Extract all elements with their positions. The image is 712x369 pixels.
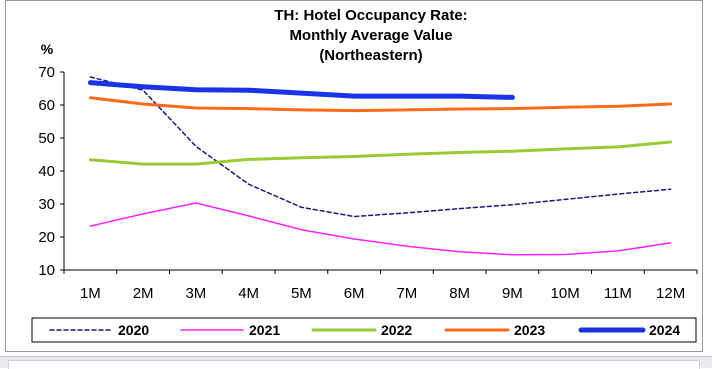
x-tick-label: 6M — [344, 285, 365, 302]
legend-label-2021: 2021 — [249, 322, 280, 338]
legend-label-2020: 2020 — [118, 322, 149, 338]
bottom-panel-inner — [8, 360, 700, 369]
series-line-2021 — [89, 202, 672, 256]
chart-axes — [63, 72, 697, 271]
x-axis-ticks: 1M 2M 3M 4M 5M 6M 7M 8M 9M 10M 11M 12M — [63, 270, 698, 302]
legend-label-2023: 2023 — [514, 322, 545, 338]
x-tick-label: 7M — [396, 285, 417, 302]
series-lines — [87, 76, 673, 256]
x-tick-label: 10M — [551, 285, 580, 302]
y-tick-label: 40 — [38, 163, 55, 180]
series-line-2024 — [87, 80, 515, 100]
x-tick-label: 1M — [80, 285, 101, 302]
series-line-2022 — [88, 140, 673, 166]
x-tick-label: 4M — [238, 285, 259, 302]
x-tick-label: 3M — [185, 285, 206, 302]
x-tick-label: 8M — [449, 285, 470, 302]
chart-title-line-2: Monthly Average Value — [289, 27, 452, 44]
x-tick-label: 2M — [133, 285, 154, 302]
series-line-2020 — [89, 76, 672, 218]
y-tick-label: 60 — [38, 97, 55, 114]
y-axis-unit-label: % — [41, 41, 54, 57]
chart-frame — [5, 0, 703, 352]
x-tick-label: 11M — [604, 285, 632, 302]
chart-title-line-3: (Northeastern) — [319, 47, 422, 64]
x-tick-label: 9M — [502, 285, 523, 302]
chart-title-line-1: TH: Hotel Occupancy Rate: — [274, 7, 467, 24]
y-tick-label: 50 — [38, 130, 55, 147]
chart-legend: 2020 2021 2022 2023 2024 — [31, 317, 697, 343]
series-line-2023 — [88, 96, 673, 113]
y-axis-ticks: 10 20 30 40 50 60 70 — [38, 64, 64, 279]
y-tick-label: 10 — [38, 262, 55, 279]
legend-label-2022: 2022 — [381, 322, 412, 338]
chart-title: TH: Hotel Occupancy Rate: Monthly Averag… — [274, 7, 467, 64]
bottom-panel-strip — [0, 356, 712, 369]
y-tick-label: 20 — [38, 229, 55, 246]
legend-label-2024: 2024 — [649, 322, 680, 338]
y-tick-label: 70 — [38, 64, 55, 81]
x-tick-label: 12M — [656, 285, 685, 302]
x-tick-label: 5M — [291, 285, 312, 302]
y-tick-label: 30 — [38, 196, 55, 213]
